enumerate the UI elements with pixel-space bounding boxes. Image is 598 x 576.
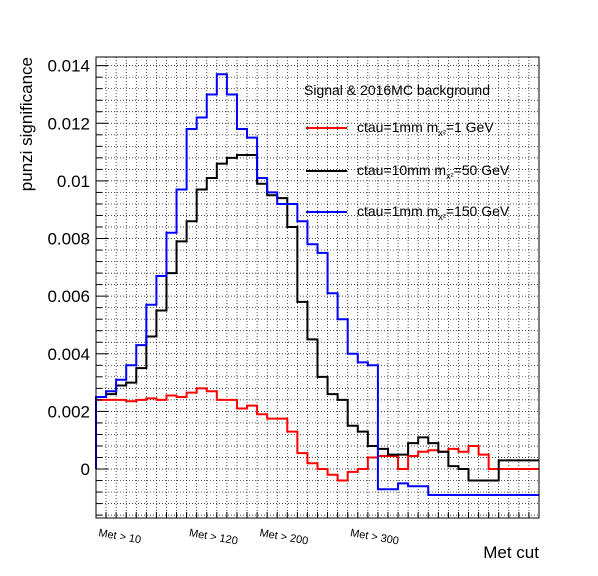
series-line <box>95 153 539 482</box>
legend-label: ctau=1mm mx²=1 GeV <box>357 119 494 138</box>
series-line <box>95 73 539 496</box>
series-line <box>95 387 539 482</box>
legend: Signal & 2016MC background ctau=1mm mx²=1… <box>304 82 510 222</box>
y-tick-label: 0 <box>81 460 90 479</box>
legend-label: ctau=1mm mx²=150 GeV <box>357 203 510 222</box>
y-tick-label: 0.006 <box>47 287 90 306</box>
x-tick-label: Met > 300 <box>349 527 400 547</box>
legend-label-tail: =150 GeV <box>446 203 510 219</box>
y-tick-label: 0.004 <box>47 345 90 364</box>
histogram-series <box>95 73 539 496</box>
legend-label-subscript: x² <box>438 128 446 138</box>
legend-label-tail: =1 GeV <box>446 119 495 135</box>
legend-label-subscript: x² <box>446 171 454 181</box>
legend-label-tail: =50 GeV <box>454 162 510 178</box>
y-tick-label: 0.002 <box>47 402 90 421</box>
y-tick-label: 0.01 <box>57 172 90 191</box>
y-tick-label: 0.008 <box>47 230 90 249</box>
x-tick-label: Met > 120 <box>188 527 239 547</box>
legend-label: ctau=10mm mx²=50 GeV <box>357 162 510 181</box>
legend-label-subscript: x² <box>438 212 446 222</box>
x-tick-label: Met > 10 <box>97 527 142 546</box>
x-axis-title: Met cut <box>483 543 539 562</box>
grid <box>96 57 539 518</box>
x-tick-label: Met > 200 <box>259 527 310 547</box>
y-axis-title: punzi significance <box>17 57 36 191</box>
y-tick-label: 0.012 <box>47 114 90 133</box>
legend-header: Signal & 2016MC background <box>304 82 490 98</box>
y-tick-label: 0.014 <box>47 57 90 76</box>
